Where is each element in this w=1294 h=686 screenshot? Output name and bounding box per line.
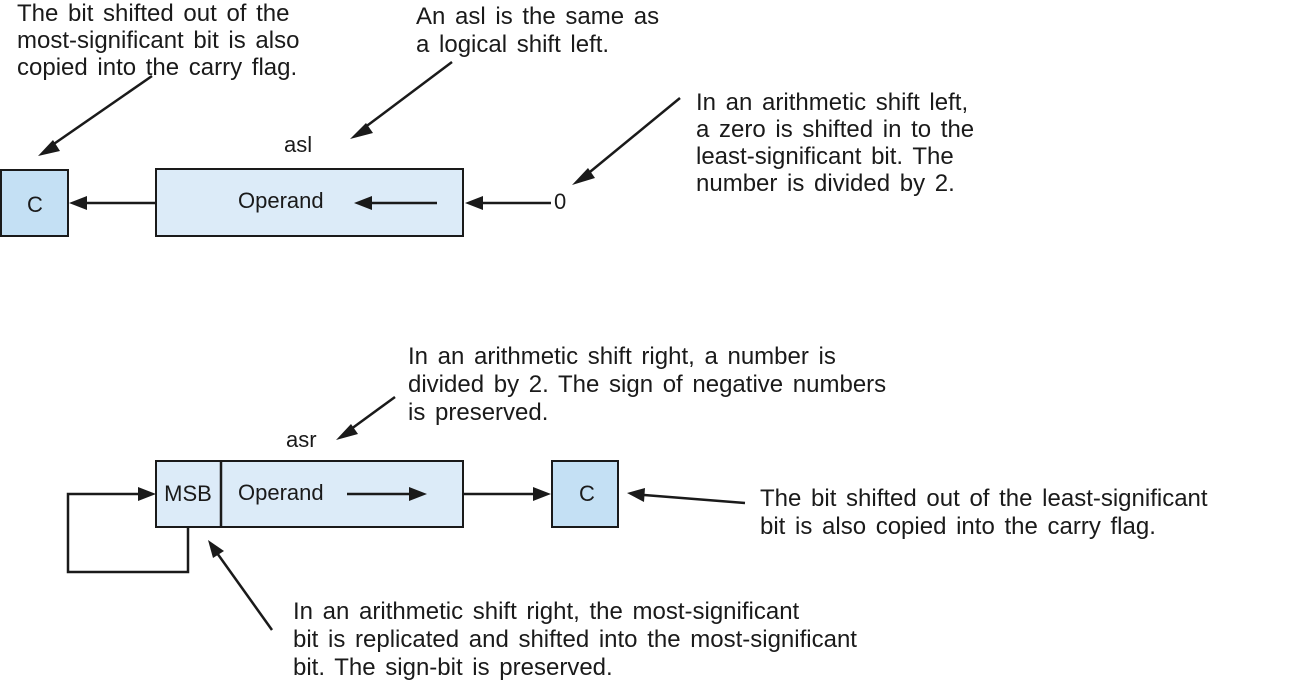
- asl-note-zero-line: a zero is shifted in to the: [696, 116, 974, 143]
- asl-carry-label: C: [27, 192, 43, 217]
- asr-note-carry-line: bit is also copied into the carry flag.: [760, 513, 1156, 540]
- asl-note-zero-line: number is divided by 2.: [696, 170, 955, 197]
- asl-zero-pointer: [584, 97, 681, 177]
- asl-operand-label: Operand: [238, 188, 324, 213]
- asl-note-carry-line: The bit shifted out of the: [17, 0, 290, 27]
- asl-shift-in-arrowhead: [465, 196, 483, 210]
- asl-title: asl: [284, 132, 312, 157]
- asr-note-divide-line: is preserved.: [408, 399, 548, 426]
- asl-note-zero-line: least-significant bit. The: [696, 143, 954, 170]
- asr-note-divide-line: divided by 2. The sign of negative numbe…: [408, 371, 886, 398]
- asl-to-carry-arrowhead: [69, 196, 87, 210]
- asr-note-divide-line: In an arithmetic shift right, a number i…: [408, 343, 836, 370]
- asr-to-carry-arrowhead: [533, 487, 551, 501]
- asr-note-msb: In an arithmetic shift right, the most-s…: [293, 598, 867, 681]
- asr-note-carry: The bit shifted out of the least-signifi…: [760, 485, 1217, 540]
- asr-divide-pointer: [346, 395, 396, 434]
- asr-carry-pointer-head: [627, 488, 645, 502]
- asr-divide-pointer-head: [336, 424, 358, 440]
- asl-note-carry-line: copied into the carry flag.: [17, 54, 297, 81]
- asr-note-divide: In an arithmetic shift right, a number i…: [408, 343, 896, 426]
- asr-note-msb-line: bit. The sign-bit is preserved.: [293, 654, 613, 681]
- asl-note-zero-line: In an arithmetic shift left,: [696, 89, 968, 116]
- asr-carry-box: [551, 460, 619, 528]
- asl-carry-pointer-head: [38, 140, 60, 156]
- asr-section: In an arithmetic shift right, a number i…: [66, 343, 1217, 681]
- asl-carry-pointer: [47, 74, 153, 150]
- asr-msb-feedback-arrowhead: [138, 487, 156, 501]
- asr-carry-pointer: [643, 493, 746, 505]
- asl-section: The bit shifted out of the most-signific…: [0, 0, 984, 237]
- asr-note-msb-line: bit is replicated and shifted into the m…: [293, 626, 857, 653]
- asl-carry-box: [0, 169, 69, 237]
- asl-same-pointer-head: [350, 123, 373, 139]
- asr-carry-label: C: [579, 481, 595, 506]
- asl-note-carry-line: most-significant bit is also: [17, 27, 299, 54]
- asl-note-same: An asl is the same as a logical shift le…: [416, 3, 669, 58]
- asr-operand-label: Operand: [238, 480, 324, 505]
- asr-internal-arrowhead: [409, 487, 427, 501]
- asl-same-pointer: [359, 61, 453, 132]
- asl-note-carry: The bit shifted out of the most-signific…: [17, 0, 309, 81]
- asl-note-zero: In an arithmetic shift left, a zero is s…: [696, 89, 984, 197]
- asr-note-carry-line: The bit shifted out of the least-signifi…: [760, 485, 1208, 512]
- asl-note-same-line: a logical shift left.: [416, 31, 609, 58]
- asr-note-msb-line: In an arithmetic shift right, the most-s…: [293, 598, 800, 625]
- asl-shift-in-value: 0: [554, 189, 566, 214]
- asr-msb-feedback-loop: [66, 492, 190, 574]
- asl-internal-arrowhead: [354, 196, 372, 210]
- asr-title: asr: [286, 427, 317, 452]
- asr-msb-pointer: [215, 552, 274, 631]
- asl-zero-pointer-head: [572, 168, 595, 185]
- asr-msb-pointer-head: [208, 540, 224, 558]
- asl-note-same-line: An asl is the same as: [416, 3, 659, 30]
- asr-msb-label: MSB: [164, 481, 212, 506]
